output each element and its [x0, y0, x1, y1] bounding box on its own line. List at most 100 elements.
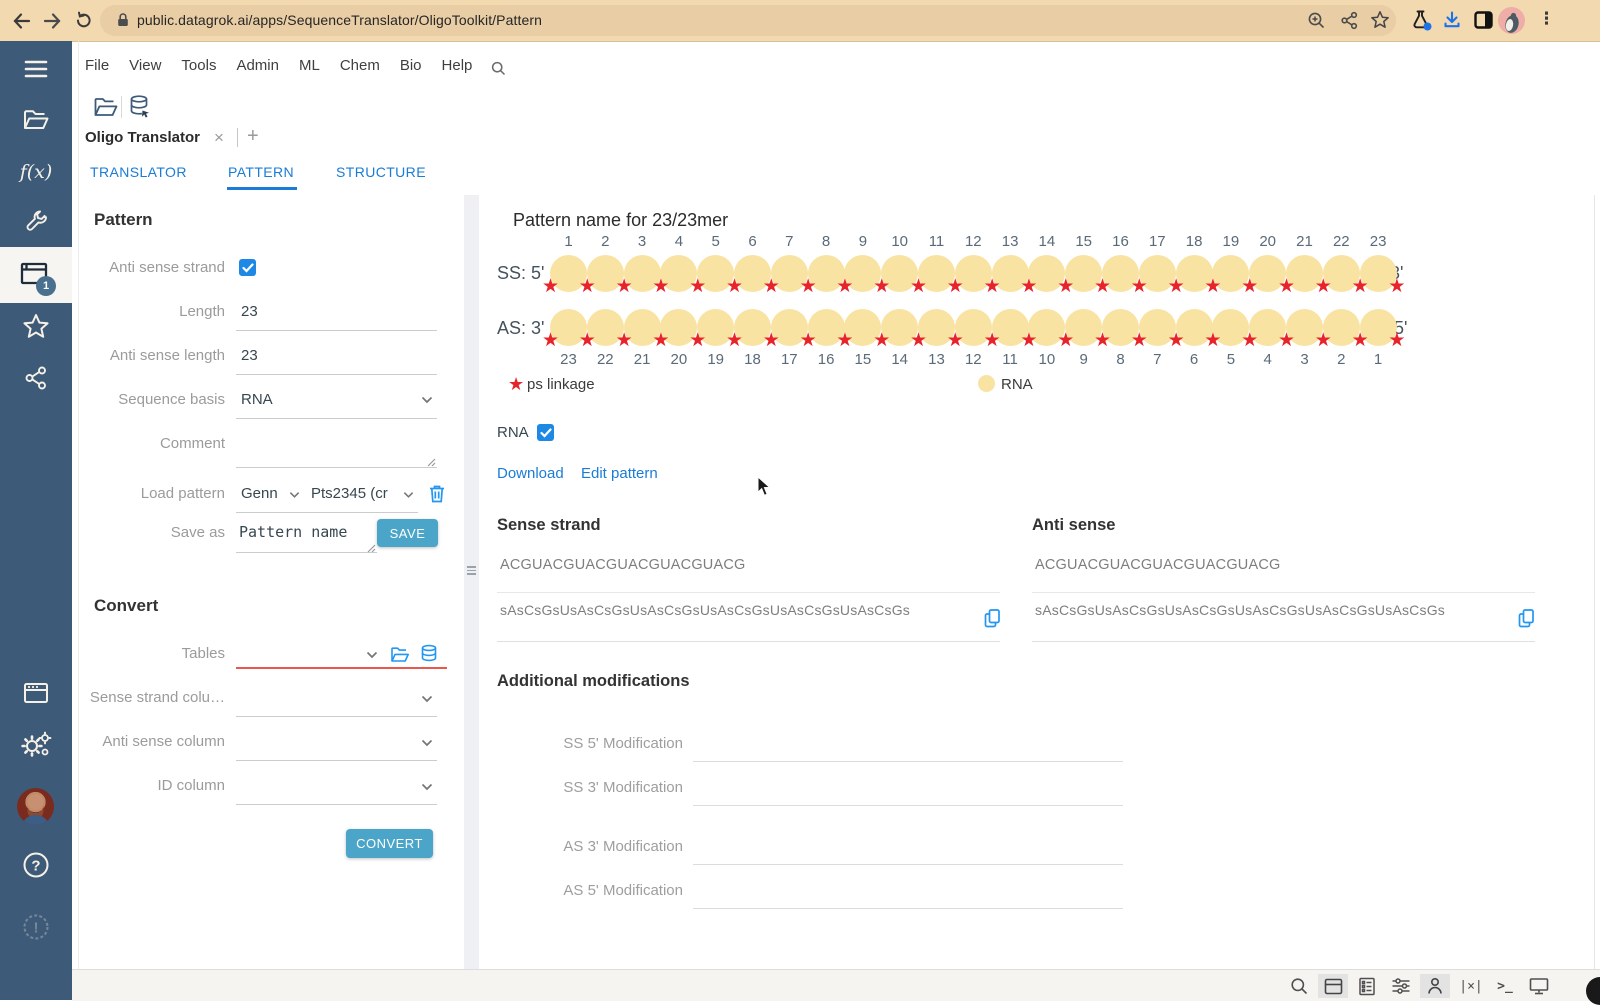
menu-tools[interactable]: Tools [181, 57, 217, 74]
nucleotide-circle[interactable] [1175, 255, 1213, 292]
corner-notification-ball[interactable] [1586, 977, 1600, 1005]
tables-database-icon[interactable] [420, 644, 438, 664]
ps-linkage-star-icon[interactable]: ★ [542, 330, 560, 351]
back-icon[interactable] [10, 9, 34, 33]
ps-linkage-star-icon[interactable]: ★ [1278, 276, 1296, 297]
ps-linkage-star-icon[interactable]: ★ [1057, 330, 1075, 351]
ps-linkage-star-icon[interactable]: ★ [1020, 276, 1038, 297]
nucleotide-circle[interactable] [1359, 309, 1397, 346]
ps-linkage-star-icon[interactable]: ★ [689, 276, 707, 297]
ps-linkage-star-icon[interactable]: ★ [578, 330, 596, 351]
convert-button[interactable]: CONVERT [346, 829, 433, 858]
anti-sense-length-input[interactable]: 23 [241, 347, 258, 364]
ps-linkage-star-icon[interactable]: ★ [1094, 276, 1112, 297]
nucleotide-circle[interactable] [770, 309, 808, 346]
ps-linkage-star-icon[interactable]: ★ [762, 330, 780, 351]
nucleotide-circle[interactable] [991, 309, 1029, 346]
anti-sense-strand-checkbox[interactable] [239, 259, 256, 276]
ps-linkage-star-icon[interactable]: ★ [615, 276, 633, 297]
tab-translator[interactable]: TRANSLATOR [90, 164, 187, 180]
ps-linkage-star-icon[interactable]: ★ [946, 276, 964, 297]
ps-linkage-star-icon[interactable]: ★ [946, 330, 964, 351]
as3-modification-input[interactable] [693, 864, 1123, 865]
sidebar-wrench-icon[interactable] [0, 197, 72, 249]
sidebar-settings-gears-icon[interactable] [0, 719, 72, 771]
status-search-icon[interactable] [1284, 974, 1314, 998]
ps-linkage-star-icon[interactable]: ★ [873, 276, 891, 297]
menu-ml[interactable]: ML [298, 57, 320, 74]
nucleotide-circle[interactable] [623, 255, 661, 292]
ps-linkage-star-icon[interactable]: ★ [1204, 330, 1222, 351]
nucleotide-circle[interactable] [1138, 309, 1176, 346]
nucleotide-circle[interactable] [844, 255, 882, 292]
ps-linkage-star-icon[interactable]: ★ [910, 330, 928, 351]
nucleotide-circle[interactable] [991, 255, 1029, 292]
ss3-modification-input[interactable] [693, 805, 1123, 806]
ss5-modification-input[interactable] [693, 761, 1123, 762]
save-as-resize-grip[interactable] [366, 543, 376, 553]
status-presentation-icon[interactable] [1524, 974, 1554, 998]
nucleotide-circle[interactable] [623, 309, 661, 346]
nucleotide-circle[interactable] [586, 255, 624, 292]
ps-linkage-star-icon[interactable]: ★ [762, 276, 780, 297]
nucleotide-circle[interactable] [660, 309, 698, 346]
ps-linkage-star-icon[interactable]: ★ [836, 330, 854, 351]
nucleotide-circle[interactable] [1138, 255, 1176, 292]
forward-icon[interactable] [40, 9, 64, 33]
nucleotide-circle[interactable] [954, 255, 992, 292]
sequence-basis-chevron-icon[interactable] [421, 396, 433, 404]
nucleotide-circle[interactable] [697, 255, 735, 292]
status-settings-sliders-icon[interactable] [1386, 974, 1416, 998]
user-avatar[interactable] [17, 788, 54, 825]
nucleotide-circle[interactable] [1028, 255, 1066, 292]
nucleotide-circle[interactable] [1359, 255, 1397, 292]
toolbar-open-folder-icon[interactable] [93, 96, 119, 118]
nucleotide-circle[interactable] [1102, 255, 1139, 292]
ps-linkage-star-icon[interactable]: ★ [1351, 330, 1369, 351]
rna-checkbox[interactable] [537, 424, 554, 441]
ps-linkage-star-icon[interactable]: ★ [1314, 330, 1332, 351]
menu-help[interactable]: Help [441, 57, 473, 74]
nucleotide-circle[interactable] [1212, 255, 1250, 292]
tab-pattern[interactable]: PATTERN [228, 164, 295, 180]
anti-sense-column-chevron-icon[interactable] [421, 739, 433, 747]
ps-linkage-star-icon[interactable]: ★ [873, 330, 891, 351]
nucleotide-circle[interactable] [1249, 255, 1287, 292]
ps-linkage-star-icon[interactable]: ★ [1388, 276, 1406, 297]
ps-linkage-star-icon[interactable]: ★ [1130, 276, 1148, 297]
reload-icon[interactable] [73, 10, 94, 31]
save-as-input[interactable]: Pattern name [239, 523, 348, 541]
ps-linkage-star-icon[interactable]: ★ [910, 276, 928, 297]
nucleotide-circle[interactable] [1286, 309, 1323, 346]
nucleotide-circle[interactable] [918, 309, 955, 346]
nucleotide-circle[interactable] [734, 255, 771, 292]
delete-pattern-trash-icon[interactable] [427, 483, 447, 504]
ps-linkage-star-icon[interactable]: ★ [1057, 276, 1075, 297]
kebab-menu-icon[interactable]: ⋮ [1538, 9, 1555, 28]
status-console-icon[interactable]: >_ [1497, 978, 1513, 994]
load-pattern-user-select[interactable]: Genn [241, 485, 278, 502]
zoom-in-icon[interactable] [1307, 11, 1326, 30]
anti-sense-copy-icon[interactable] [1517, 608, 1536, 629]
ps-linkage-star-icon[interactable]: ★ [726, 276, 744, 297]
ps-linkage-star-icon[interactable]: ★ [836, 276, 854, 297]
sidebar-open-folder-icon[interactable] [0, 94, 72, 146]
share-icon[interactable] [1340, 11, 1359, 30]
sidebar-share-icon[interactable] [0, 352, 72, 404]
doc-tab-close-icon[interactable]: × [214, 128, 224, 147]
hamburger-menu-icon[interactable] [0, 43, 72, 95]
tables-chevron-icon[interactable] [366, 651, 378, 659]
status-variables-icon[interactable]: |×| [1459, 978, 1483, 994]
ps-linkage-star-icon[interactable]: ★ [1167, 276, 1185, 297]
ps-linkage-star-icon[interactable]: ★ [983, 276, 1001, 297]
ps-linkage-star-icon[interactable]: ★ [689, 330, 707, 351]
sequence-basis-select[interactable]: RNA [241, 391, 273, 408]
splitter-grip[interactable] [467, 564, 476, 577]
sidebar-window-icon[interactable] [0, 667, 72, 719]
nucleotide-circle[interactable] [807, 309, 845, 346]
ps-linkage-star-icon[interactable]: ★ [1278, 330, 1296, 351]
nucleotide-circle[interactable] [844, 309, 882, 346]
menu-view[interactable]: View [129, 57, 162, 74]
ps-linkage-star-icon[interactable]: ★ [1204, 276, 1222, 297]
nucleotide-circle[interactable] [1322, 309, 1360, 346]
